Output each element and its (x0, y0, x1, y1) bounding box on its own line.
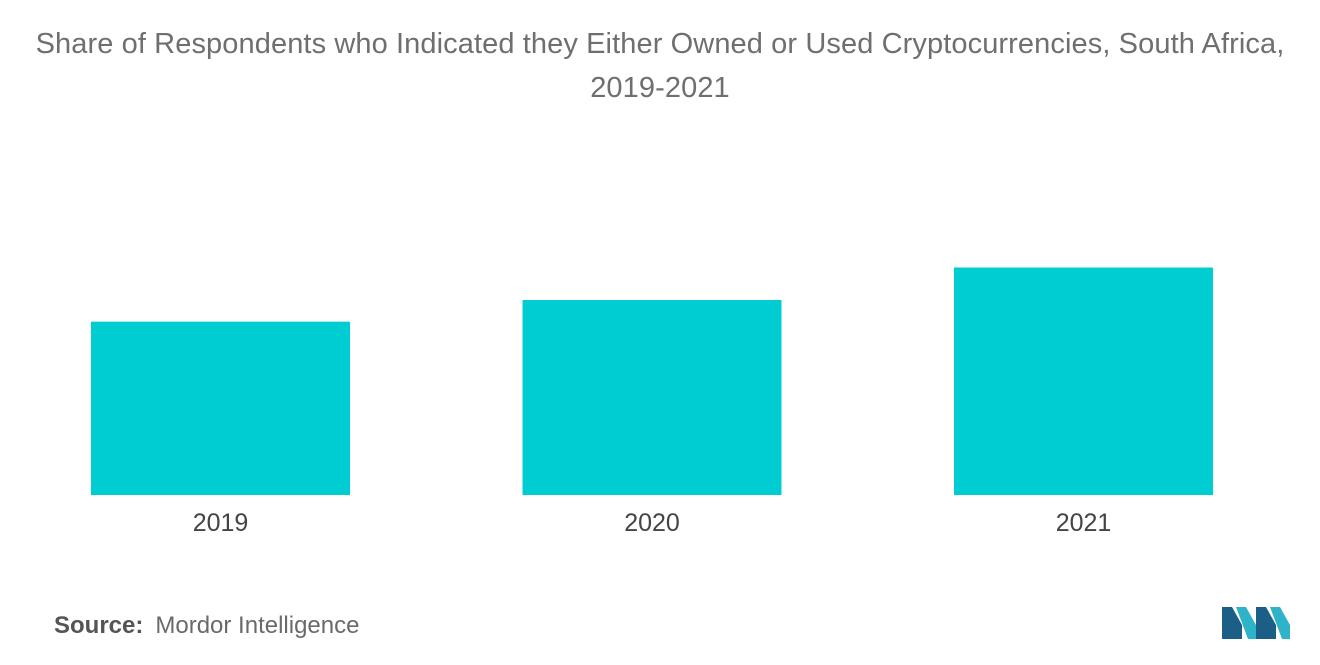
source-label: Source: (54, 612, 144, 639)
bar-2020 (522, 300, 782, 495)
bar-2019 (91, 321, 350, 495)
mordor-intelligence-logo-icon (1222, 607, 1290, 639)
source-text: Mordor Intelligence (155, 612, 360, 639)
x-tick-label-2021: 2021 (1056, 509, 1112, 537)
x-tick-label-2020: 2020 (624, 509, 680, 537)
x-tick-label-2019: 2019 (193, 509, 249, 537)
source-note: Source: Mordor Intelligence (54, 612, 359, 640)
x-axis-ticks: 2019 2020 2021 (193, 509, 1112, 537)
chart-title: Share of Respondents who Indicated they … (35, 28, 1285, 104)
bars-group (91, 267, 1213, 495)
bar-2021 (954, 267, 1213, 495)
